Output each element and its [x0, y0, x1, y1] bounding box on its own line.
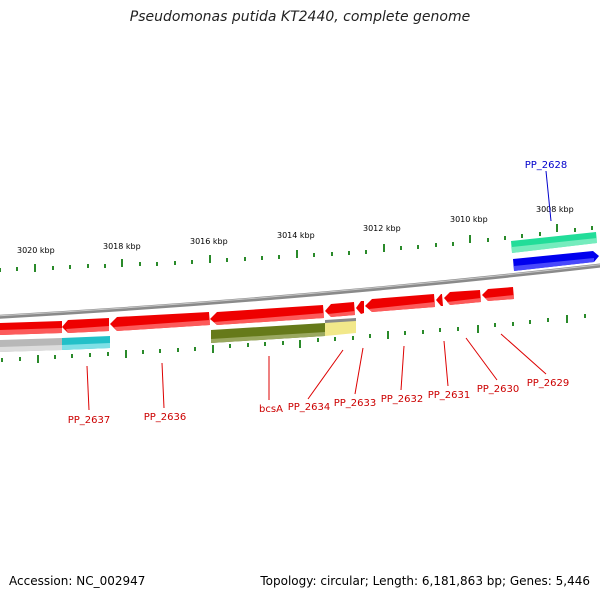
label-leaders	[86, 333, 547, 411]
gene-pp-2632[interactable]	[365, 294, 435, 312]
kbp-label-3008: 3008 kbp	[536, 205, 574, 214]
gene-pp-2629[interactable]	[482, 287, 514, 301]
gene-label-pp-2630: PP_2630	[477, 384, 520, 395]
kbp-label-3016: 3016 kbp	[190, 237, 228, 246]
feature-gray[interactable]	[0, 338, 62, 352]
gene-bcsa[interactable]	[210, 305, 324, 325]
feature-pp-2634-yellow[interactable]	[325, 318, 356, 336]
feature-cyan[interactable]	[62, 336, 110, 350]
gene-label-pp-2636: PP_2636	[144, 412, 187, 423]
gene-pp-2636[interactable]	[62, 318, 109, 333]
gene-pp-2628-green[interactable]	[511, 232, 597, 253]
kbp-label-3018: 3018 kbp	[103, 242, 141, 251]
topology-text: Topology: circular; Length: 6,181,863 bp…	[260, 574, 590, 588]
label-leader-pp-2628	[545, 170, 552, 222]
gene-label-pp-2632: PP_2632	[381, 394, 424, 405]
lower-tick-row	[1, 314, 586, 363]
map-title: Pseudomonas putida KT2440, complete geno…	[129, 9, 471, 25]
kbp-label-3020: 3020 kbp	[17, 246, 55, 255]
gene-pp-2634[interactable]	[325, 302, 355, 317]
gene-pp-2630[interactable]	[444, 290, 481, 305]
gene-label-bcsa: bcsA	[259, 404, 283, 415]
accession-text: Accession: NC_002947	[9, 574, 146, 588]
kbp-label-3012: 3012 kbp	[363, 224, 401, 233]
gene-pp-2633[interactable]	[356, 301, 364, 314]
gene-pp-2637[interactable]	[0, 321, 62, 335]
kbp-label-3010: 3010 kbp	[450, 215, 488, 224]
upper-tick-row	[0, 224, 593, 272]
gene-pp-2636b[interactable]	[110, 312, 210, 331]
gene-label-pp-2637: PP_2637	[68, 415, 111, 426]
genome-backbone	[0, 263, 600, 319]
feature-bcsa-olive[interactable]	[211, 323, 325, 343]
gene-label-pp-2631: PP_2631	[428, 390, 471, 401]
gene-label-pp-2628: PP_2628	[525, 160, 568, 171]
gene-pp-2628-blue[interactable]	[513, 251, 599, 271]
gene-label-pp-2633: PP_2633	[334, 398, 377, 409]
kbp-label-3014: 3014 kbp	[277, 231, 315, 240]
gene-label-pp-2629: PP_2629	[527, 378, 570, 389]
gene-label-pp-2634: PP_2634	[288, 402, 331, 413]
gene-pp-2631[interactable]	[436, 294, 443, 306]
